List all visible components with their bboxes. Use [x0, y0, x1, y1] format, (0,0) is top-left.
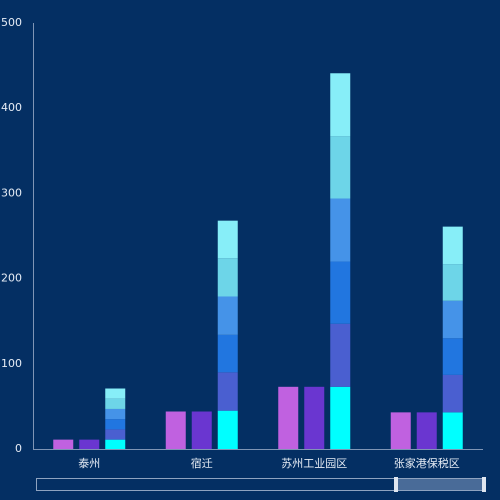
- bar: [278, 386, 299, 449]
- y-tick-label: 300: [1, 186, 22, 199]
- y-tick-label: 0: [15, 442, 22, 455]
- bar: [304, 386, 325, 449]
- bar-segment: [442, 374, 463, 413]
- slider-handle[interactable]: [482, 477, 486, 492]
- slider-window[interactable]: [396, 479, 485, 490]
- bar: [165, 411, 186, 449]
- bar-segment: [330, 198, 351, 262]
- x-tick-label: 宿迁: [191, 456, 213, 470]
- data-zoom-slider[interactable]: [36, 477, 487, 492]
- y-tick-label: 500: [1, 16, 22, 29]
- bar-segment: [217, 372, 238, 411]
- y-tick-label: 100: [1, 357, 22, 370]
- bar: [53, 439, 74, 449]
- bar-segment: [442, 338, 463, 375]
- x-tick-label: 泰州: [78, 456, 100, 470]
- y-tick-label: 400: [1, 101, 22, 114]
- bar-segment: [105, 398, 126, 409]
- bar-segment: [442, 226, 463, 265]
- bar-segment: [217, 410, 238, 449]
- bar: [416, 412, 437, 449]
- bar-segment: [330, 323, 351, 387]
- bar-segment: [105, 419, 126, 430]
- x-tick-label: 张家港保税区: [394, 456, 460, 470]
- bar-segment: [217, 296, 238, 335]
- x-tick-label: 苏州工业园区: [281, 457, 347, 470]
- bar-segment: [217, 334, 238, 373]
- bar: [79, 439, 100, 449]
- bar-segment: [330, 261, 351, 324]
- bar-segment: [217, 220, 238, 259]
- bar: [390, 412, 411, 449]
- bar-segment: [217, 258, 238, 297]
- bar-segment: [105, 429, 126, 440]
- bar-segment: [442, 300, 463, 339]
- bar-segment: [105, 408, 126, 420]
- slider-handle[interactable]: [394, 477, 398, 492]
- bar-segment: [330, 73, 351, 137]
- bar-segment: [442, 264, 463, 301]
- bar-segment: [105, 439, 126, 449]
- bar-segment: [105, 388, 126, 399]
- y-tick-label: 200: [1, 272, 22, 285]
- bar-segment: [442, 412, 463, 449]
- bar-segment: [330, 136, 351, 199]
- bar: [191, 411, 212, 449]
- bar-segment: [330, 386, 351, 449]
